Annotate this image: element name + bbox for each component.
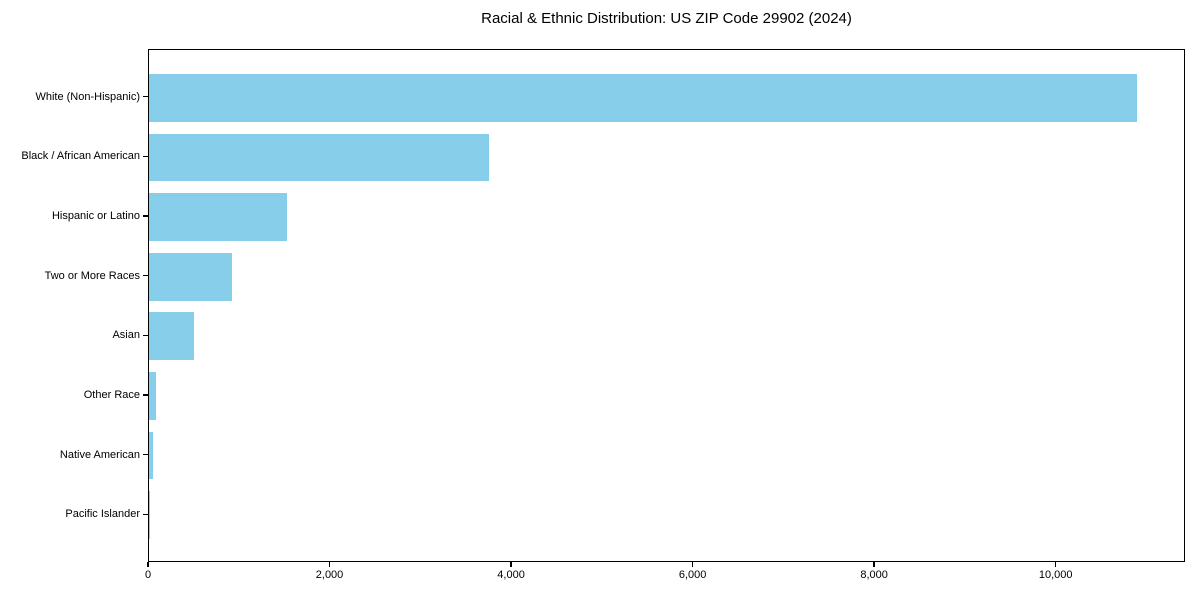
y-tick xyxy=(143,215,148,217)
y-tick xyxy=(143,394,148,396)
bar-5 xyxy=(149,372,156,420)
x-tick-label: 6,000 xyxy=(678,569,707,581)
y-tick-label: Asian xyxy=(112,329,140,342)
y-tick xyxy=(143,334,148,337)
x-tick-label: 4,000 xyxy=(497,569,525,581)
x-tick-label: 2,000 xyxy=(315,569,344,581)
bar-4 xyxy=(149,312,194,361)
y-tick xyxy=(143,513,148,516)
x-tick xyxy=(510,562,512,567)
bar-2 xyxy=(149,193,287,241)
bar-3 xyxy=(149,252,232,301)
x-tick-label: 8,000 xyxy=(860,569,888,581)
x-tick-label: 0 xyxy=(144,569,152,581)
y-tick xyxy=(143,155,148,158)
x-tick xyxy=(328,562,331,567)
x-tick xyxy=(873,562,875,567)
plot-area xyxy=(148,49,1185,562)
x-tick-label: 10,000 xyxy=(1038,569,1073,581)
y-tick-label: Other Race xyxy=(83,388,140,401)
y-tick xyxy=(143,95,148,98)
bar-7 xyxy=(149,491,150,540)
x-tick xyxy=(147,562,149,567)
y-tick xyxy=(143,453,148,456)
x-tick xyxy=(1054,562,1057,567)
bar-1 xyxy=(149,133,489,182)
bar-6 xyxy=(149,431,153,480)
y-tick-label: White (Non-Hispanic) xyxy=(35,90,140,103)
y-tick-label: Pacific Islander xyxy=(65,508,140,521)
y-tick-label: Hispanic or Latino xyxy=(51,210,140,223)
x-tick xyxy=(691,562,694,567)
y-tick-label: Black / African American xyxy=(21,150,140,163)
y-tick-label: Native American xyxy=(59,448,140,461)
y-tick-label: Two or More Races xyxy=(44,269,140,282)
y-tick xyxy=(143,274,148,277)
chart-title: Racial & Ethnic Distribution: US ZIP Cod… xyxy=(481,10,852,27)
bar-0 xyxy=(149,73,1137,122)
